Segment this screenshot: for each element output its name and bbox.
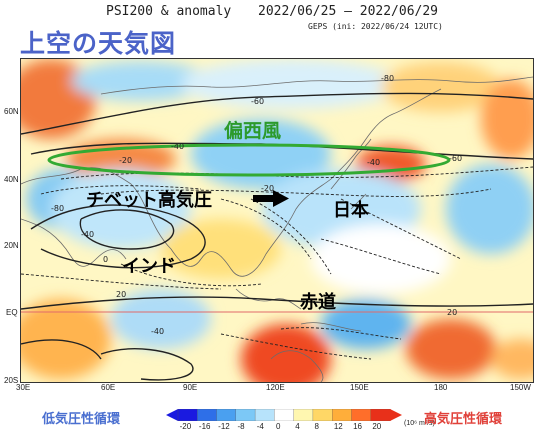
streamfunction-map: -80 -60 -40 -20 -20 -40 -60 -40 20 20 -4… <box>20 58 534 383</box>
lon-label-150e: 150E <box>350 383 369 392</box>
annotation-equator: 赤道 <box>300 292 336 312</box>
legend-tick-label: -16 <box>198 422 211 431</box>
legend-color-cell <box>235 409 256 421</box>
legend-tick-label: 8 <box>314 422 319 431</box>
annotation-tibetan-high: チベット高気圧 <box>86 190 212 210</box>
lon-label-30e: 30E <box>16 383 31 392</box>
annotation-westerlies: 偏西風 <box>224 121 282 142</box>
contour-label: -40 <box>367 158 380 167</box>
legend-tick-label: -4 <box>256 422 264 431</box>
annotation-india: インド <box>122 256 176 276</box>
legend-color-cell <box>370 409 391 421</box>
legend-tick-label: 20 <box>372 422 382 431</box>
contour-label: -80 <box>51 204 64 213</box>
contour-label: -20 <box>261 184 274 193</box>
lon-label-120e: 120E <box>266 383 285 392</box>
lon-label-90e: 90E <box>183 383 198 392</box>
legend-color-cell <box>332 409 353 421</box>
legend-tick-label: -8 <box>237 422 245 431</box>
contour-label: -40 <box>171 142 184 151</box>
legend-color-cell <box>312 409 333 421</box>
contour-label: 0 <box>103 255 108 264</box>
legend-color-cell <box>197 409 218 421</box>
legend-tick-label: 4 <box>295 422 300 431</box>
legend-color-cell <box>351 409 372 421</box>
contour-label: -40 <box>151 327 164 336</box>
legend-tick-label: 16 <box>353 422 362 431</box>
legend-unit: (10⁶ m²/s) <box>404 420 435 427</box>
legend-color-cell <box>274 409 295 421</box>
lat-label-20s: 20S <box>4 376 19 385</box>
lat-label-20n: 20N <box>4 241 19 250</box>
legend-color-cell <box>177 409 198 421</box>
arrow-icon <box>253 190 289 207</box>
legend-tick-label: -20 <box>179 422 192 431</box>
contour-label: -40 <box>81 230 94 239</box>
legend-colorbar <box>166 409 402 421</box>
contour-label: -60 <box>449 154 462 163</box>
chart-date-range: 2022/06/25 – 2022/06/29 <box>258 4 439 19</box>
page-title: 上空の天気図 <box>20 30 177 58</box>
contour-label: 20 <box>116 290 126 299</box>
legend-color-cell <box>254 409 276 421</box>
lat-label-eq: EQ <box>6 308 18 317</box>
lon-label-60e: 60E <box>101 383 116 392</box>
coastlines <box>21 76 533 382</box>
contour-label: -20 <box>119 156 132 165</box>
model-init-info: GEPS (ini: 2022/06/24 12UTC) <box>308 22 443 31</box>
contour-label: -60 <box>251 97 264 106</box>
legend-high-label: 高気圧性循環 <box>424 411 503 426</box>
lat-label-40n: 40N <box>4 175 19 184</box>
chart-header-title: PSI200 & anomaly <box>106 4 232 19</box>
legend-tick-label: 0 <box>276 422 281 431</box>
legend-ticks: -20 -16 -12 -8 -4 0 4 8 12 16 20 <box>166 422 402 432</box>
legend-color-cell <box>216 409 237 421</box>
lon-label-150w: 150W <box>510 383 531 392</box>
westerly-jet-ellipse <box>47 143 451 177</box>
annotation-japan: 日本 <box>333 200 369 220</box>
lat-label-60n: 60N <box>4 107 19 116</box>
legend-tick-label: 12 <box>333 422 343 431</box>
contour-label: -80 <box>381 74 394 83</box>
anomaly-shading <box>21 59 533 382</box>
legend-color-cell <box>293 409 314 421</box>
legend-tick-label: -12 <box>218 422 230 431</box>
lon-label-180: 180 <box>434 383 448 392</box>
contour-label: 20 <box>447 308 457 317</box>
legend-low-label: 低気圧性循環 <box>42 411 121 426</box>
